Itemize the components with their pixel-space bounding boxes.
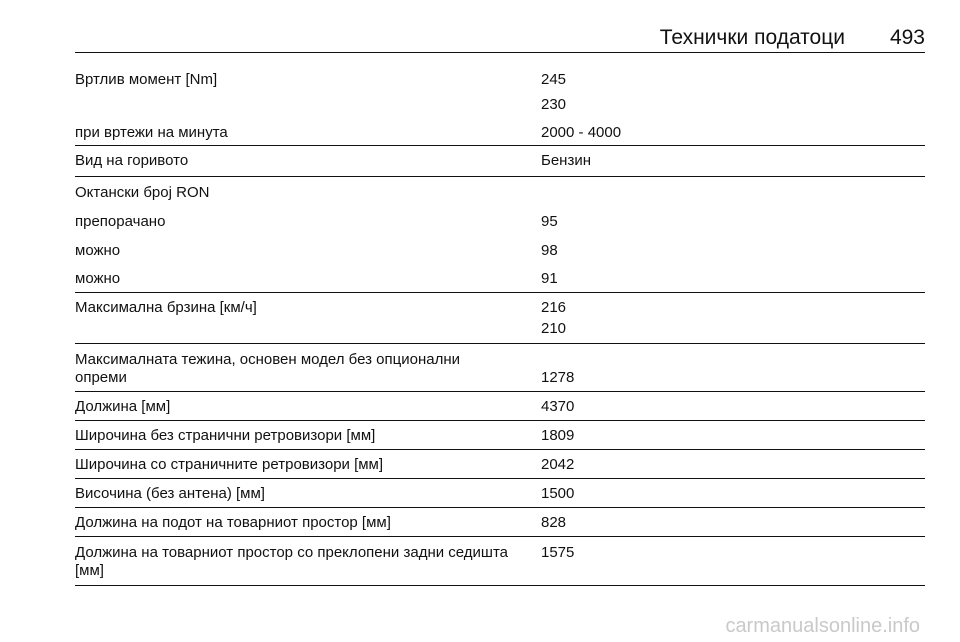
spec-label-line2: опреми — [75, 369, 127, 386]
watermark: carmanualsonline.info — [725, 615, 920, 637]
spec-value: 95 — [541, 213, 558, 230]
spec-value: 1500 — [541, 485, 575, 502]
spec-label-line2: [мм] — [75, 562, 104, 579]
spec-value: 230 — [541, 96, 567, 113]
table-bottom-rule — [75, 585, 925, 586]
spec-label: при вртежи на минута — [75, 124, 228, 141]
spec-label: Широчина без странични ретровизори [мм] — [75, 427, 376, 444]
spec-row-torque-alt: 230 — [75, 96, 925, 118]
spec-value: 2042 — [541, 456, 575, 473]
spec-label: Должина [мм] — [75, 398, 171, 415]
spec-row-cargo-length-folded: Должина на товарниот простор со преклопе… — [75, 536, 925, 585]
spec-value: Бензин — [541, 152, 592, 169]
spec-label: препорачано — [75, 213, 166, 230]
spec-value: 1278 — [541, 369, 575, 386]
spec-row-fuel-type: Вид на горивото Бензин — [75, 145, 925, 176]
spec-row-max-speed: Максимална брзина [км/ч] 216 — [75, 292, 925, 319]
spec-row-max-weight: Максималната тежина, основен модел без о… — [75, 343, 925, 391]
spec-label: Должина на подот на товарниот простор [м… — [75, 514, 391, 531]
spec-row-length: Должина [мм] 4370 — [75, 391, 925, 420]
spec-row-octane-recommended: препорачано 95 — [75, 207, 925, 235]
spec-value: 2000 - 4000 — [541, 124, 622, 141]
spec-label: Широчина со страничните ретровизори [мм] — [75, 456, 384, 473]
spec-row-height: Височина (без антена) [мм] 1500 — [75, 478, 925, 507]
spec-label: Височина (без антена) [мм] — [75, 485, 265, 502]
page-header: Технички податоци 493 — [75, 22, 925, 53]
spec-label: можно — [75, 242, 121, 259]
spec-row-octane: Октански број RON — [75, 176, 925, 207]
spec-label: можно — [75, 270, 121, 287]
spec-value: 245 — [541, 71, 567, 88]
spec-value: 98 — [541, 242, 558, 259]
spec-label-line1: Должина на товарниот простор со преклопе… — [75, 544, 508, 561]
spec-label: Вртлив момент [Nm] — [75, 71, 218, 88]
spec-value: 210 — [541, 320, 567, 337]
spec-label: Октански број RON — [75, 184, 210, 201]
spec-row-rpm: при вртежи на минута 2000 - 4000 — [75, 122, 925, 144]
spec-value: 1809 — [541, 427, 575, 444]
spec-row-octane-possible-98: можно 98 — [75, 235, 925, 263]
section-title: Технички податоци — [659, 26, 845, 49]
spec-label: Вид на горивото — [75, 152, 189, 169]
spec-value: 828 — [541, 514, 567, 531]
spec-row-width-no-mirrors: Широчина без странични ретровизори [мм] … — [75, 420, 925, 449]
spec-label: Максимална брзина [км/ч] — [75, 299, 257, 316]
spec-row-octane-possible-91: можно 91 — [75, 263, 925, 291]
spec-value: 91 — [541, 270, 558, 287]
spec-value: 216 — [541, 299, 567, 316]
page-number: 493 — [889, 26, 925, 49]
spec-row-load-floor-length: Должина на подот на товарниот простор [м… — [75, 507, 925, 536]
spec-label-line1: Максималната тежина, основен модел без о… — [75, 351, 460, 368]
spec-row-max-speed-alt: 210 — [75, 318, 925, 340]
spec-row-width-with-mirrors: Широчина со страничните ретровизори [мм]… — [75, 449, 925, 478]
spec-row-torque: Вртлив момент [Nm] 245 — [75, 68, 925, 90]
spec-value: 4370 — [541, 398, 575, 415]
spec-value: 1575 — [541, 544, 575, 561]
